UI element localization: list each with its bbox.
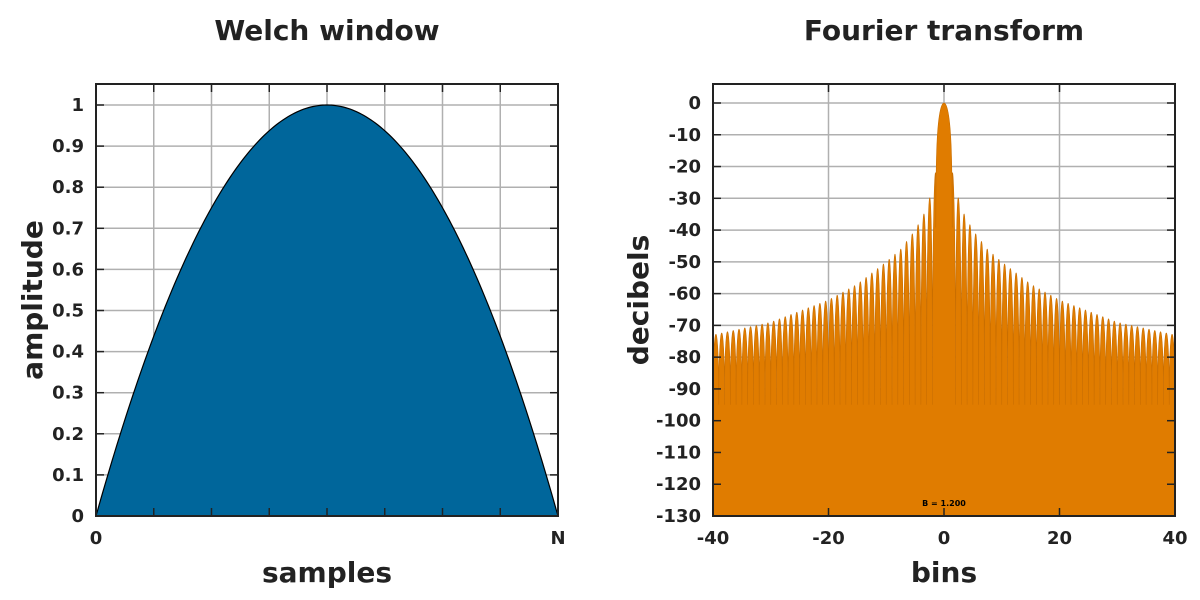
y-tick-label: 0.1 <box>52 465 84 486</box>
y-tick-label: -20 <box>668 157 701 178</box>
fourier-transform-chart: Fourier transform 0 -10 -20 -30 -40 -50 -60 -70… <box>622 14 1188 589</box>
y-tick-label: -80 <box>668 347 701 368</box>
y-tick-label: 0.4 <box>52 342 84 363</box>
y-tick-labels: 0 0.1 0.2 0.3 0.4 0.5 0.6 0.7 0.8 0.9 1 <box>52 95 84 527</box>
x-tick-labels: -40 -20 0 20 40 <box>697 528 1188 549</box>
y-tick-labels: 0 -10 -20 -30 -40 -50 -60 -70 -80 -90 -100 -110 -120… <box>656 93 701 527</box>
x-tick-label: 0 <box>90 528 103 549</box>
y-axis-label: amplitude <box>16 220 49 380</box>
y-tick-label: 0 <box>688 93 701 114</box>
bandwidth-annotation: B = 1.200 <box>922 499 966 508</box>
y-tick-label: 0.2 <box>52 424 84 445</box>
window-curve-area <box>95 104 559 517</box>
y-tick-label: 0.7 <box>52 218 84 239</box>
y-tick-label: 0.5 <box>52 301 84 322</box>
y-tick-label: -110 <box>656 442 701 463</box>
y-axis-label: decibels <box>622 235 655 366</box>
y-tick-label: -60 <box>668 284 701 305</box>
y-tick-label: 0.3 <box>52 383 84 404</box>
y-tick-label: 0 <box>71 506 84 527</box>
x-axis-label: samples <box>262 556 392 589</box>
y-tick-label: 0.9 <box>52 136 84 157</box>
y-tick-label: -130 <box>656 506 701 527</box>
y-tick-label: -30 <box>668 188 701 209</box>
x-tick-label: 20 <box>1047 528 1072 549</box>
tick-marks <box>96 84 558 517</box>
chart-title: Welch window <box>214 14 439 47</box>
y-tick-label: -90 <box>668 379 701 400</box>
x-tick-label: 40 <box>1162 528 1187 549</box>
y-tick-label: 0.6 <box>52 259 84 280</box>
x-tick-label: N <box>550 528 565 549</box>
x-tick-label: -20 <box>812 528 845 549</box>
y-tick-label: -100 <box>656 411 701 432</box>
tick-marks <box>713 84 1175 517</box>
y-tick-label: -120 <box>656 474 701 495</box>
x-axis-label: bins <box>911 556 977 589</box>
y-tick-label: -70 <box>668 315 701 336</box>
x-tick-label: 0 <box>938 528 951 549</box>
chart-title: Fourier transform <box>804 14 1084 47</box>
y-tick-label: -40 <box>668 220 701 241</box>
spectrum-area <box>712 102 1176 517</box>
y-tick-label: -50 <box>668 252 701 273</box>
x-tick-label: -40 <box>697 528 730 549</box>
y-tick-label: -10 <box>668 125 701 146</box>
y-tick-label: 1 <box>71 95 84 116</box>
welch-window-chart: Welch window 0 0.1 0.2 0.3 0.4 0.5 0.6 0.7 0.8 0.… <box>16 14 566 589</box>
y-tick-label: 0.8 <box>52 177 84 198</box>
